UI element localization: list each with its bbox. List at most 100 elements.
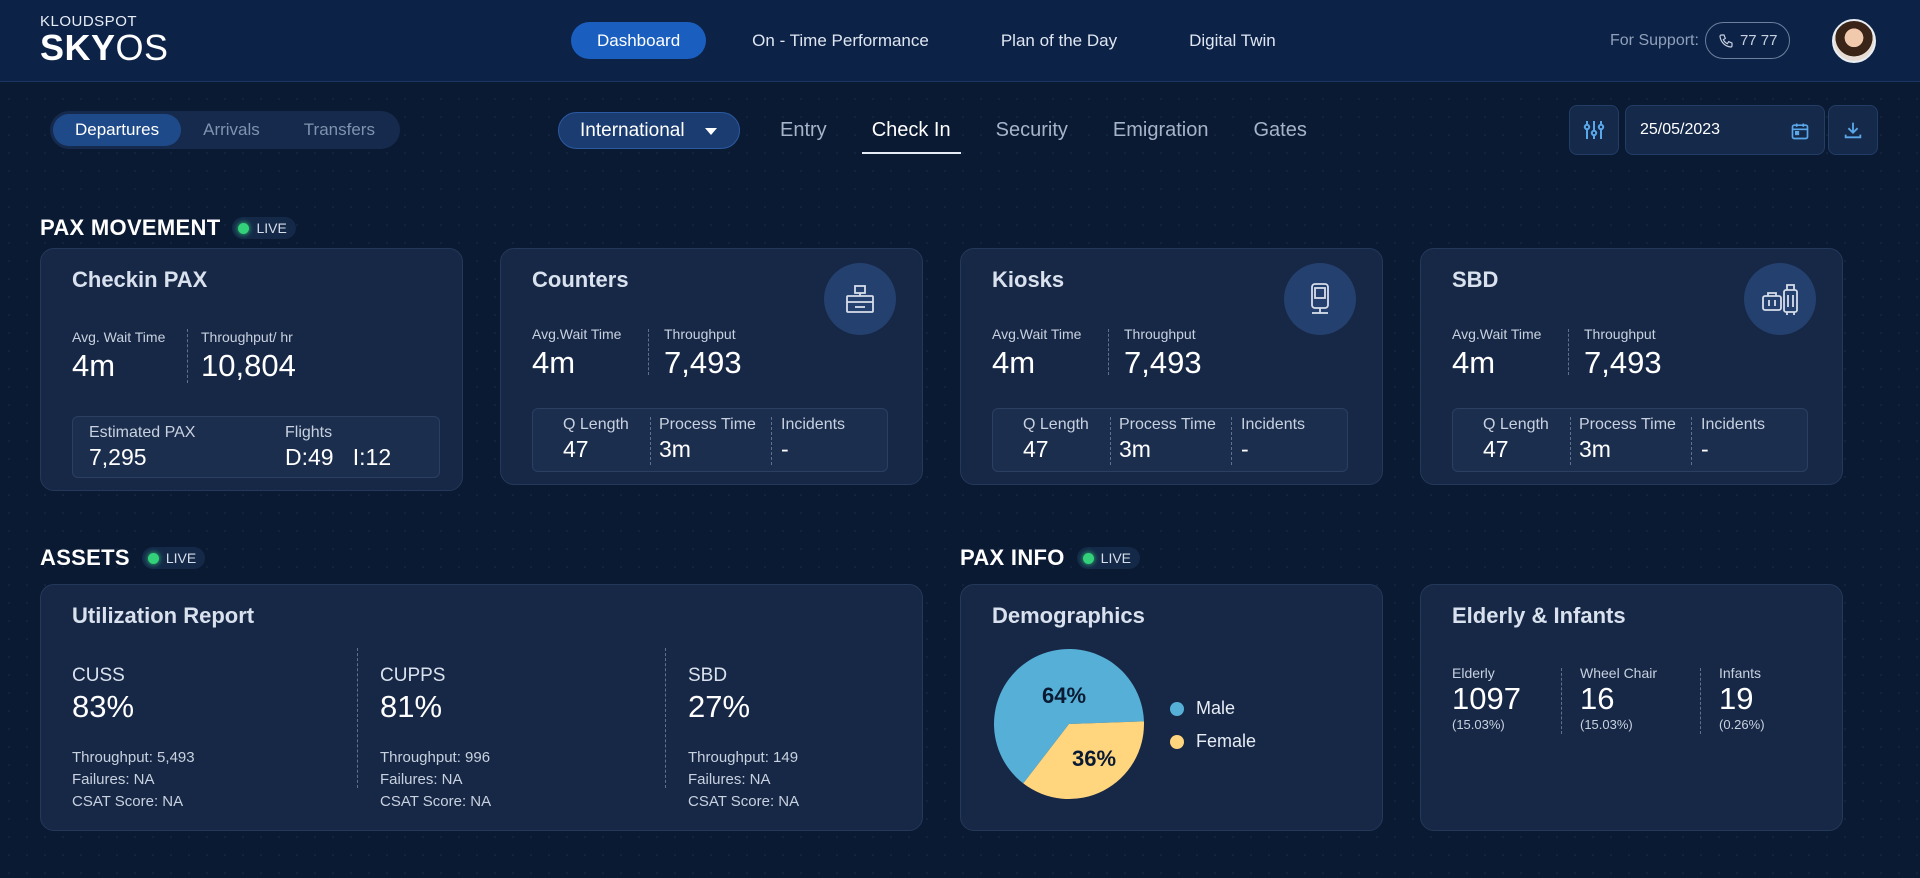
international-flights: I:12 <box>352 444 392 470</box>
live-badge: LIVE <box>1076 547 1141 569</box>
metric-label: Estimated PAX <box>89 424 196 441</box>
checkin-estimates-panel: Estimated PAX 7,295 Flights D:49 I:12 <box>72 416 440 478</box>
live-label: LIVE <box>256 220 287 236</box>
live-label: LIVE <box>1100 550 1132 566</box>
live-badge: LIVE <box>232 217 296 239</box>
support-label: For Support: <box>1610 31 1699 49</box>
metric-label: Q Length <box>1483 416 1549 433</box>
card-title: Counters <box>532 267 629 292</box>
util-sbd: SBD 27% Throughput: 149 Failures: NA CSA… <box>688 665 799 813</box>
tab-departures[interactable]: Departures <box>53 114 182 146</box>
pax-info-header: PAX INFO LIVE <box>960 545 1141 571</box>
date-picker[interactable]: 25/05/2023 <box>1625 105 1825 155</box>
live-dot <box>238 222 250 234</box>
phone-icon <box>1719 33 1733 48</box>
counter-icon <box>846 285 874 313</box>
metric-label: Throughput/ hr <box>201 329 293 345</box>
demographics-card: Demographics 64% 36% Male Female <box>960 584 1383 831</box>
legend-swatch-male <box>1170 701 1184 716</box>
card-title: Kiosks <box>992 267 1065 292</box>
divider <box>187 329 188 383</box>
tab-transfers[interactable]: Transfers <box>303 120 375 139</box>
download-button[interactable] <box>1828 105 1878 155</box>
tab-gates[interactable]: Gates <box>1253 119 1307 141</box>
counter-icon-badge <box>824 263 896 335</box>
user-avatar[interactable] <box>1832 19 1876 63</box>
throughput-metric: Throughput 7,493 <box>1584 326 1662 381</box>
metric-value: 1097 <box>1452 681 1521 716</box>
direction-segmented-control: Departures Arrivals Transfers <box>50 111 400 149</box>
elderly-metric: Elderly 1097 (15.03%) <box>1452 665 1521 732</box>
support-phone-number: 77 77 <box>1739 32 1778 49</box>
metric-label: Throughput <box>1584 326 1656 342</box>
section-title: PAX MOVEMENT <box>40 215 221 240</box>
pie-label-male: 64% <box>1042 683 1086 708</box>
tab-arrivals[interactable]: Arrivals <box>203 120 260 139</box>
pie-slice-male[interactable] <box>994 649 1144 784</box>
flight-type-select[interactable]: International <box>558 112 740 149</box>
metric-label: Process Time <box>659 416 756 433</box>
util-cupps: CUPPS 81% Throughput: 996 Failures: NA C… <box>380 665 491 813</box>
avg-wait-metric: Avg. Wait Time 4m <box>72 329 165 384</box>
throughput-metric: Throughput 7,493 <box>664 326 742 381</box>
download-icon <box>1844 122 1862 139</box>
util-failures: Failures: NA <box>688 771 771 788</box>
live-badge: LIVE <box>141 547 206 569</box>
metric-value: 4m <box>72 348 116 383</box>
nav-on-time-performance[interactable]: On - Time Performance <box>752 31 929 50</box>
counters-card: Counters Avg.Wait Time 4m Throughput 7,4… <box>500 248 923 485</box>
brand-main-light: OS <box>115 27 169 68</box>
estimated-pax: Estimated PAX 7,295 <box>89 424 195 471</box>
util-name: SBD <box>688 665 728 686</box>
date-value: 25/05/2023 <box>1640 121 1721 138</box>
support-phone-button[interactable]: 77 77 <box>1704 22 1791 59</box>
metric-value: - <box>1701 436 1709 462</box>
pie-slice-female[interactable] <box>1023 721 1144 799</box>
card-title: SBD <box>1452 267 1499 292</box>
nav-digital-twin[interactable]: Digital Twin <box>1189 31 1276 50</box>
metric-label: Process Time <box>1579 416 1676 433</box>
metric-label: Avg.Wait Time <box>1452 326 1542 342</box>
q-length: Q Length 47 <box>563 416 629 463</box>
metric-percent: (15.03%) <box>1580 717 1633 732</box>
legend-label: Female <box>1196 731 1257 751</box>
filter-button[interactable] <box>1569 105 1619 155</box>
process-time: Process Time 3m <box>659 416 756 463</box>
tab-check-in[interactable]: Check In <box>861 112 961 154</box>
sbd-card: SBD Avg.Wait Time 4m Throughput 7,493 Q … <box>1420 248 1843 485</box>
incidents: Incidents - <box>1701 416 1765 463</box>
avg-wait-metric: Avg.Wait Time 4m <box>1452 326 1541 381</box>
avg-wait-metric: Avg.Wait Time 4m <box>532 326 621 381</box>
metric-label: Avg.Wait Time <box>532 326 622 342</box>
kiosk-icon-badge <box>1284 263 1356 335</box>
metric-value: 7,295 <box>89 444 147 470</box>
metric-value: 7,493 <box>1124 345 1202 380</box>
util-throughput: Throughput: 149 <box>688 749 799 766</box>
tab-entry[interactable]: Entry <box>780 119 827 141</box>
nav-plan-of-the-day[interactable]: Plan of the Day <box>1000 31 1118 50</box>
brand-logo[interactable]: KLOUDSPOT SKYOS <box>40 13 169 66</box>
flight-type-value: International <box>580 119 685 141</box>
metric-value: 10,804 <box>201 348 296 383</box>
nav-dashboard[interactable]: Dashboard <box>571 22 707 59</box>
divider <box>650 417 651 465</box>
util-csat: CSAT Score: NA <box>72 793 184 810</box>
domestic-flights: D:49 <box>285 444 334 470</box>
tab-security[interactable]: Security <box>995 119 1068 141</box>
metric-label: Q Length <box>563 416 629 433</box>
sbd-stats-panel: Q Length 47 Process Time 3m Incidents - <box>1452 408 1808 472</box>
divider <box>1568 329 1569 375</box>
metric-label: Avg. Wait Time <box>72 329 166 345</box>
metric-label: Infants <box>1719 665 1762 681</box>
legend-male[interactable]: Male <box>1170 698 1235 719</box>
metric-label: Throughput <box>664 326 736 342</box>
tab-emigration[interactable]: Emigration <box>1112 119 1209 141</box>
card-title: Utilization Report <box>72 603 255 628</box>
throughput-metric: Throughput/ hr 10,804 <box>201 329 296 384</box>
metric-percent: (15.03%) <box>1452 717 1505 732</box>
legend-female[interactable]: Female <box>1170 731 1256 752</box>
support-contact: For Support: 77 77 <box>1610 22 1791 59</box>
checkin-pax-card: Checkin PAX Avg. Wait Time 4m Throughput… <box>40 248 463 491</box>
demographics-pie-chart: 64% 36% <box>994 649 1144 799</box>
util-cuss: CUSS 83% Throughput: 5,493 Failures: NA … <box>72 665 195 813</box>
